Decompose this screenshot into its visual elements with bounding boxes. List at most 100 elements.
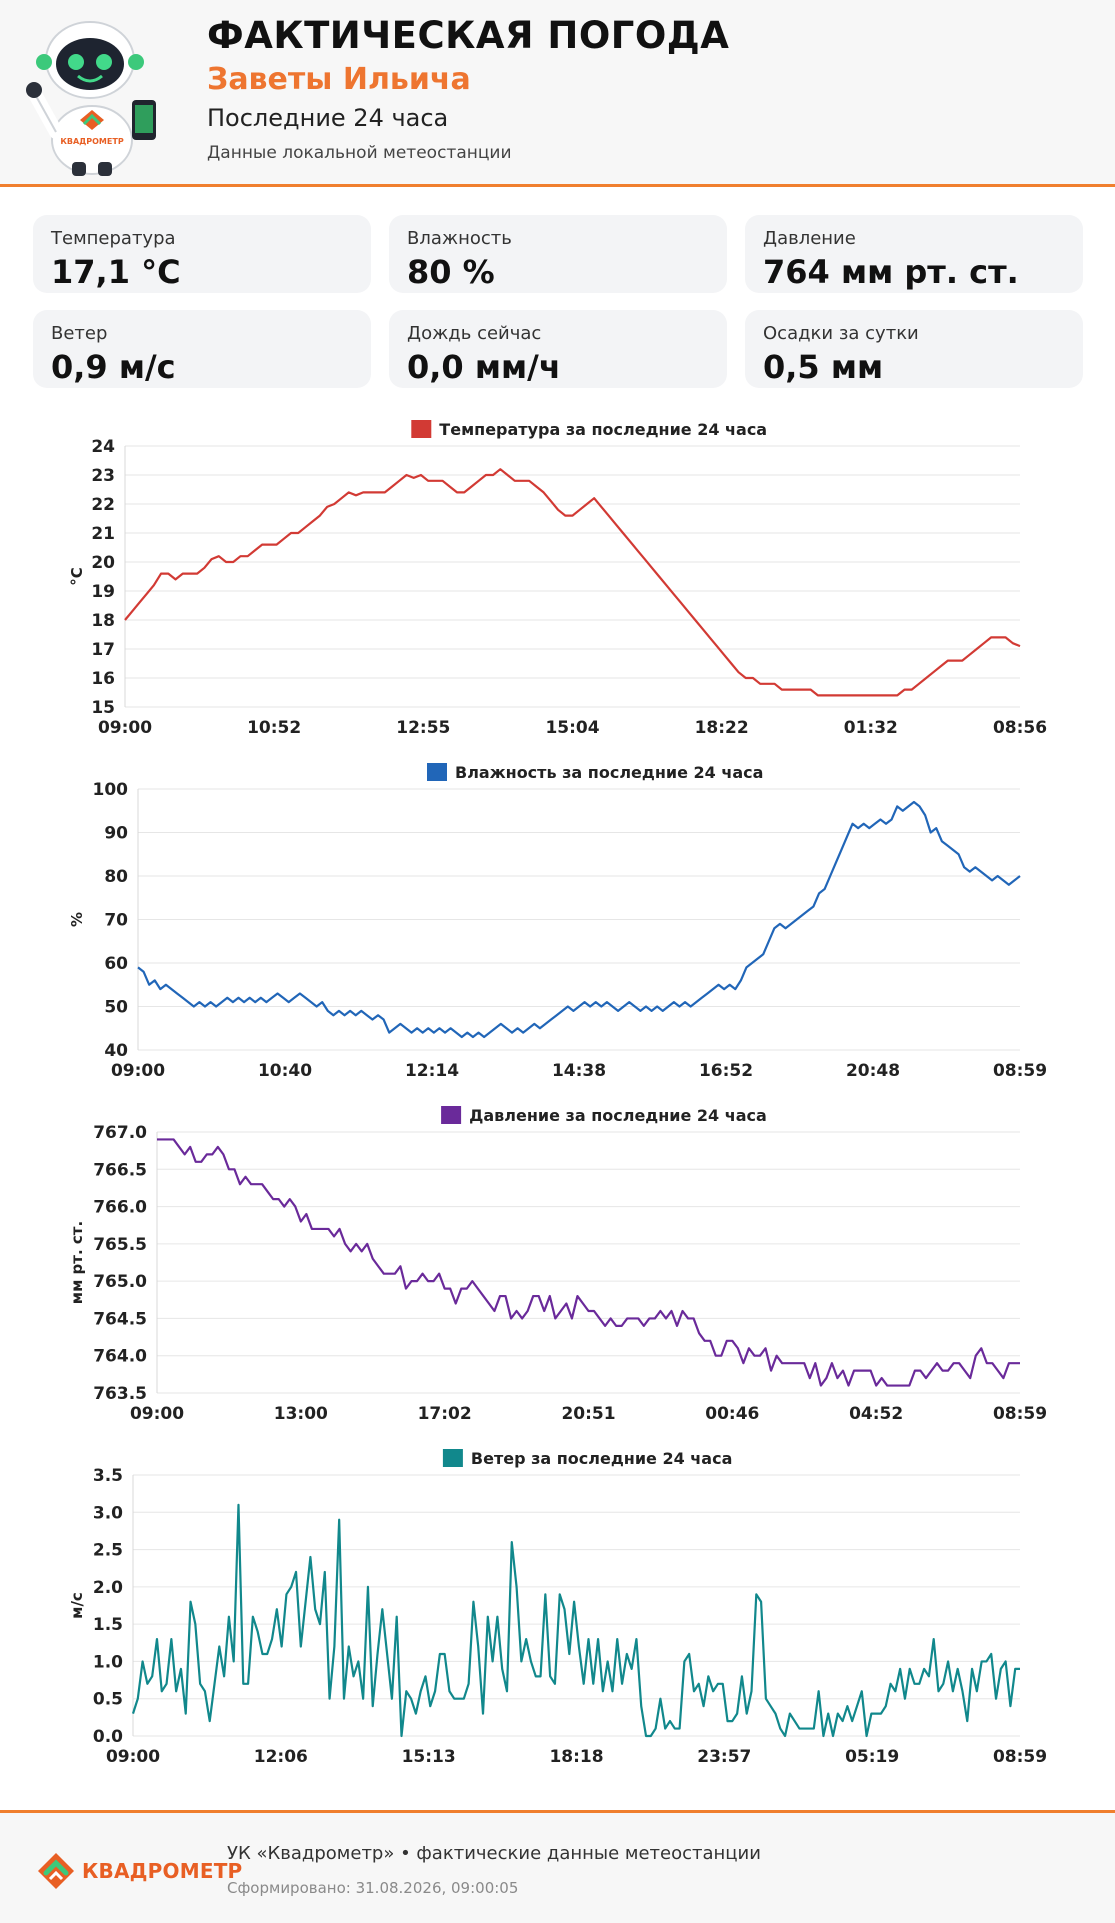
y-tick-label: 22	[91, 495, 115, 515]
x-tick-label: 13:00	[274, 1404, 328, 1424]
x-tick-label: 08:59	[993, 1061, 1047, 1081]
x-tick-label: 09:00	[111, 1061, 165, 1081]
footer-generated: Сформировано: 31.08.2026, 09:00:05	[227, 1879, 519, 1897]
robot-badge-text: КВАДРОМЕТР	[60, 137, 124, 146]
humidity-chart-svg: Влажность за последние 24 часа 40 50 60 70 80…	[68, 763, 1047, 1081]
temperature-chart: Температура за последние 24 часа 15 16 17 18…	[0, 410, 1115, 740]
x-tick-label: 10:52	[247, 718, 301, 738]
series-line	[137, 800, 1021, 1039]
pressure-chart-svg: Давление за последние 24 часа 763.5 764.0 7…	[68, 1106, 1047, 1424]
card-label: Осадки за сутки	[763, 323, 919, 344]
y-tick-label: 765.0	[93, 1272, 147, 1292]
legend-swatch	[427, 763, 447, 781]
y-tick-label: 0.0	[93, 1727, 123, 1747]
x-tick-label: 16:52	[699, 1061, 753, 1081]
y-tick-label: 100	[93, 780, 129, 800]
card-label: Влажность	[407, 228, 512, 249]
y-tick-label: 70	[104, 911, 128, 931]
x-tick-label: 10:40	[258, 1061, 312, 1081]
series-line	[131, 1503, 1020, 1738]
y-tick-label: 16	[91, 669, 115, 689]
y-tick-label: 80	[104, 867, 128, 887]
y-tick-label: 766.5	[93, 1160, 147, 1180]
y-tick-label: 21	[91, 524, 115, 544]
x-tick-label: 05:19	[845, 1747, 899, 1767]
y-tick-label: 19	[91, 582, 115, 602]
y-tick-label: 40	[104, 1041, 128, 1061]
card-temperature: Температура 17,1 °C	[33, 215, 371, 293]
y-tick-label: 18	[91, 611, 115, 631]
card-rain-now: Дождь сейчас 0,0 мм/ч	[389, 310, 727, 388]
humidity-chart: Влажность за последние 24 часа 40 50 60 70 80…	[0, 753, 1115, 1083]
card-pressure: Давление 764 мм рт. ст.	[745, 215, 1083, 293]
x-tick-label: 14:38	[552, 1061, 606, 1081]
source-label: Данные локальной метеостанции	[207, 143, 512, 163]
chart-title: Влажность за последние 24 часа	[455, 763, 763, 782]
series-line	[157, 1138, 1020, 1387]
card-value: 764 мм рт. ст.	[763, 253, 1019, 291]
y-axis-label: мм рт. ст.	[68, 1221, 86, 1304]
y-tick-label: 3.5	[93, 1466, 123, 1486]
wind-chart: Ветер за последние 24 часа 0.0 0.5 1.0 1.5 2.…	[0, 1439, 1115, 1769]
x-tick-label: 01:32	[844, 718, 898, 738]
y-tick-label: 90	[104, 824, 128, 844]
legend-swatch	[441, 1106, 462, 1124]
legend-swatch	[411, 420, 432, 438]
y-tick-label: 50	[104, 998, 128, 1018]
wind-chart-svg: Ветер за последние 24 часа 0.0 0.5 1.0 1.5 2.…	[68, 1449, 1047, 1767]
y-tick-label: 20	[91, 553, 115, 573]
x-tick-label: 15:04	[545, 718, 599, 738]
x-tick-label: 12:06	[254, 1747, 308, 1767]
y-tick-label: 3.0	[93, 1503, 123, 1523]
y-tick-label: 23	[91, 466, 115, 486]
location-name: Заветы Ильича	[207, 62, 471, 97]
x-tick-label: 12:14	[405, 1061, 459, 1081]
chart-title: Температура за последние 24 часа	[439, 420, 767, 439]
pressure-chart: Давление за последние 24 часа 763.5 764.0 7…	[0, 1096, 1115, 1426]
x-tick-label: 12:55	[396, 718, 450, 738]
x-tick-label: 08:59	[993, 1747, 1047, 1767]
y-tick-label: 767.0	[93, 1123, 147, 1143]
x-tick-label: 04:52	[849, 1404, 903, 1424]
y-tick-label: 0.5	[93, 1690, 123, 1710]
x-tick-label: 08:59	[993, 1404, 1047, 1424]
y-tick-label: 763.5	[93, 1384, 147, 1404]
card-humidity: Влажность 80 %	[389, 215, 727, 293]
chart-title: Давление за последние 24 часа	[469, 1106, 767, 1125]
legend-swatch	[442, 1449, 463, 1467]
page-title: ФАКТИЧЕСКАЯ ПОГОДА	[207, 14, 730, 57]
series-line	[124, 468, 1021, 697]
x-tick-label: 09:00	[98, 718, 152, 738]
temperature-chart-svg: Температура за последние 24 часа 15 16 17 18…	[68, 420, 1047, 738]
y-tick-label: 24	[91, 437, 115, 457]
footer-logo: КВАДРОМЕТР	[34, 1849, 242, 1893]
y-tick-label: 766.0	[93, 1198, 147, 1218]
x-tick-label: 20:51	[561, 1404, 615, 1424]
y-tick-label: 17	[91, 640, 115, 660]
x-tick-label: 20:48	[846, 1061, 900, 1081]
x-tick-label: 15:13	[402, 1747, 456, 1767]
card-value: 0,9 м/с	[51, 348, 176, 386]
footer: КВАДРОМЕТР УК «Квадрометр» • фактические…	[0, 1810, 1115, 1923]
y-axis-label: °C	[68, 567, 86, 586]
kvadrometr-logo-icon	[38, 1853, 74, 1889]
y-axis-label: м/с	[68, 1592, 86, 1619]
card-label: Температура	[51, 228, 176, 249]
card-label: Дождь сейчас	[407, 323, 542, 344]
x-tick-label: 09:00	[106, 1747, 160, 1767]
y-axis-label: %	[68, 912, 86, 927]
y-tick-label: 765.5	[93, 1235, 147, 1255]
x-tick-label: 00:46	[705, 1404, 759, 1424]
y-tick-label: 15	[91, 698, 115, 718]
card-label: Ветер	[51, 323, 108, 344]
x-tick-label: 08:56	[993, 718, 1047, 738]
y-tick-label: 60	[104, 954, 128, 974]
y-tick-label: 1.5	[93, 1615, 123, 1635]
x-tick-label: 18:22	[695, 718, 749, 738]
card-precip-day: Осадки за сутки 0,5 мм	[745, 310, 1083, 388]
x-tick-label: 18:18	[549, 1747, 603, 1767]
x-tick-label: 09:00	[130, 1404, 184, 1424]
card-wind: Ветер 0,9 м/с	[33, 310, 371, 388]
x-tick-label: 17:02	[418, 1404, 472, 1424]
footer-logo-text: КВАДРОМЕТР	[82, 1859, 243, 1883]
